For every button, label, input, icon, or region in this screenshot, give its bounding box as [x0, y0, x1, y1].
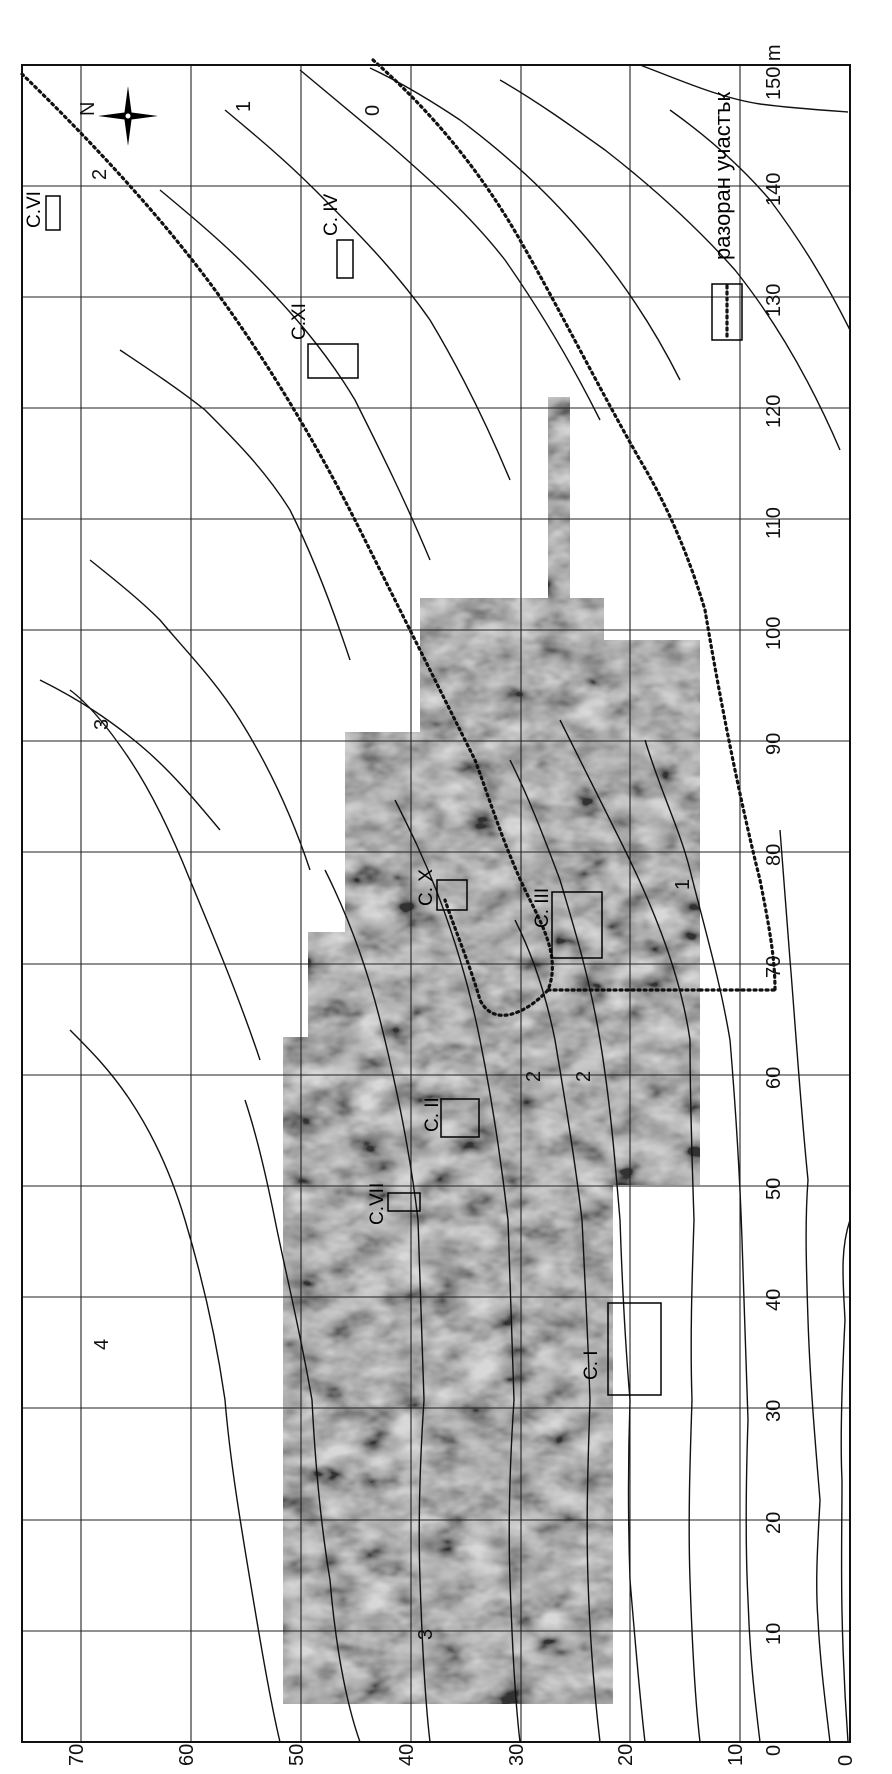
structure-label: C. IV	[321, 193, 342, 236]
structure-label: C.VII	[367, 1183, 388, 1225]
contour-line	[394, 799, 521, 1743]
x-tick-label: 100	[763, 617, 785, 650]
map-frame	[21, 64, 851, 1743]
x-tick-label: 50	[763, 1178, 785, 1200]
structure-label: C. I	[581, 1350, 602, 1380]
contour-lines	[39, 64, 851, 1743]
structure-label: C. X	[416, 869, 437, 906]
contour-label: 3	[91, 719, 113, 730]
y-tick-label: 40	[396, 1744, 418, 1766]
x-tick-label: 10	[763, 1623, 785, 1645]
contour-line	[89, 559, 311, 871]
contour-label: 2	[89, 169, 111, 180]
contour-line	[39, 679, 221, 831]
north-letter: N	[77, 102, 99, 116]
magnetic-survey-area	[283, 397, 700, 1704]
structure-c11	[307, 343, 359, 379]
compass-rose-icon	[98, 86, 158, 146]
north-arrow: N	[77, 86, 158, 146]
y-tick-label: 10	[725, 1744, 747, 1766]
x-tick-label: 60	[763, 1067, 785, 1089]
contour-line	[119, 349, 351, 661]
x-tick-label: 140	[763, 173, 785, 206]
structure-label: C. II	[422, 1097, 443, 1132]
x-tick-label: 20	[763, 1512, 785, 1534]
structure-c7	[387, 1192, 421, 1212]
x-tick-label: 0	[763, 1745, 785, 1756]
x-tick-label: 130	[763, 284, 785, 317]
x-tick-label: 110	[763, 507, 785, 539]
contour-label: 0	[362, 105, 384, 116]
structure-c2	[440, 1098, 480, 1138]
structure-label: C.VI	[24, 191, 45, 228]
contour-line	[509, 759, 646, 1743]
structure-c6	[45, 195, 61, 231]
y-tick-label: 50	[286, 1744, 308, 1766]
contour-line	[840, 1219, 851, 1743]
contour-line	[224, 109, 511, 481]
contour-line	[499, 79, 841, 451]
x-tick-label: 90	[763, 733, 785, 755]
contour-line	[159, 189, 431, 561]
contour-line	[639, 64, 849, 113]
legend	[711, 283, 743, 341]
contour-line	[69, 1029, 281, 1743]
structure-c3	[551, 891, 603, 959]
structure-label: C.XI	[289, 303, 310, 340]
contour-line	[299, 69, 601, 421]
contour-label: 1	[233, 101, 255, 112]
contour-label: 1	[672, 879, 694, 890]
contour-line	[669, 109, 851, 331]
structure-label: C. III	[532, 888, 553, 928]
contour-label: 2	[573, 1071, 595, 1082]
contour-line	[244, 1099, 361, 1743]
y-tick-label: 60	[176, 1744, 198, 1766]
contour-label: 3	[415, 1629, 437, 1640]
y-tick-label: 0	[835, 1755, 857, 1766]
structure-c1	[607, 1302, 662, 1396]
ploughed-area-outline	[20, 58, 777, 1017]
labels: 0 10 20 30 40 50 60 70 80 90 100 110 120…	[24, 44, 857, 1766]
scale-units-label: 150 m	[763, 44, 785, 100]
x-tick-label: 120	[763, 395, 785, 428]
legend-label: разоран участък	[710, 91, 735, 260]
contour-line	[559, 719, 701, 1743]
x-tick-label: 40	[763, 1289, 785, 1311]
contour-line	[69, 689, 261, 1061]
structure-c10	[436, 879, 468, 911]
contour-line	[324, 869, 431, 1743]
y-tick-label: 30	[506, 1744, 528, 1766]
x-tick-label: 80	[763, 844, 785, 866]
contour-label: 4	[91, 1339, 113, 1350]
y-tick-label: 70	[66, 1744, 88, 1766]
contour-line	[644, 739, 761, 1743]
y-tick-label: 20	[615, 1744, 637, 1766]
contour-label: 2	[523, 1071, 545, 1082]
structure-c4	[336, 239, 354, 279]
structures	[45, 195, 662, 1396]
contour-line	[779, 829, 831, 1743]
contour-line	[514, 919, 601, 1743]
legend-symbol-box	[711, 283, 743, 341]
x-tick-label: 30	[763, 1400, 785, 1422]
x-tick-label: 70	[763, 956, 785, 978]
contour-line	[369, 67, 681, 381]
